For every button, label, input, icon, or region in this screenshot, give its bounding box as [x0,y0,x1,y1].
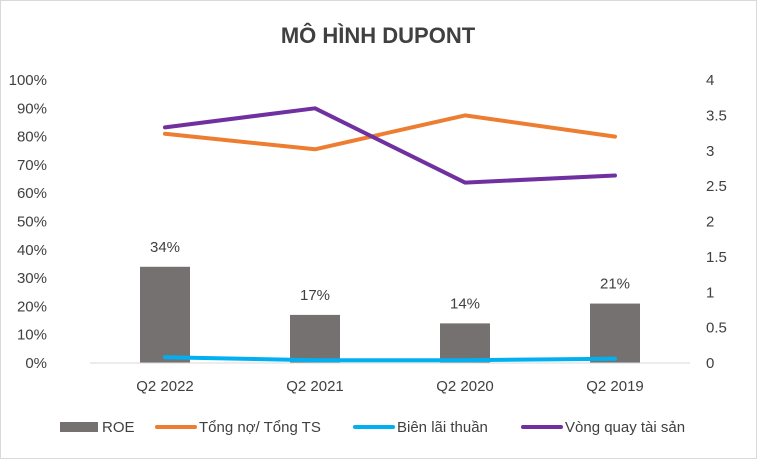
line-series [163,106,617,363]
roe-data-label: 21% [600,276,630,293]
roe-bar [140,266,190,363]
roe-bar [290,314,340,363]
roe-bars [140,266,640,363]
right-axis-tick-label: 3 [706,143,714,160]
left-axis-tick-label: 0% [25,355,47,372]
right-axis-tick-label: 0.5 [706,320,727,337]
vong-quay-tai-san-line [163,106,617,185]
roe-data-label: 17% [300,287,330,304]
left-axis-tick-label: 40% [17,242,47,259]
left-axis-tick-label: 20% [17,298,47,315]
roe-data-label: 14% [450,295,480,312]
left-axis-tick-label: 90% [17,100,47,117]
category-labels: Q2 2022 Q2 2021 Q2 2020 Q2 2019 [136,378,644,395]
right-axis-tick-label: 2 [706,214,714,231]
left-axis-tick-label: 80% [17,129,47,146]
left-axis-tick-label: 100% [9,72,47,89]
legend-swatch-bar [60,422,98,432]
roe-data-label: 34% [150,239,180,256]
right-axis-tick-label: 4 [706,72,714,89]
roe-bar [590,303,640,363]
legend-label: ROE [102,419,135,436]
right-axis-ticks: 0 0.5 1 1.5 2 2.5 3 3.5 4 [706,72,727,372]
bien-lai-thuan-line [163,355,617,363]
left-axis-tick-label: 60% [17,185,47,202]
category-label: Q2 2020 [436,378,494,395]
legend-label: Biên lãi thuần [397,419,488,436]
roe-data-labels: 34% 17% 14% 21% [150,239,630,313]
right-axis-tick-label: 0 [706,355,714,372]
right-axis-tick-label: 3.5 [706,107,727,124]
left-axis-tick-label: 10% [17,327,47,344]
category-label: Q2 2019 [586,378,644,395]
legend-label: Vòng quay tài sản [565,419,685,436]
legend: ROE Tổng nợ/ Tổng TS Biên lãi thuần Vòng qu… [60,419,685,436]
right-axis-tick-label: 2.5 [706,178,727,195]
right-axis-tick-label: 1.5 [706,249,727,266]
left-axis-ticks: 0% 10% 20% 30% 40% 50% 60% 70% 80% 90% 100% [9,72,47,372]
left-axis-tick-label: 70% [17,157,47,174]
legend-label: Tổng nợ/ Tổng TS [199,419,321,436]
category-label: Q2 2021 [286,378,344,395]
left-axis-tick-label: 30% [17,270,47,287]
chart-title: MÔ HÌNH DUPONT [281,23,476,48]
tong-no-tong-ts-line [163,113,617,152]
left-axis-tick-label: 50% [17,214,47,231]
category-label: Q2 2022 [136,378,194,395]
roe-bar [440,323,490,363]
right-axis-tick-label: 1 [706,284,714,301]
